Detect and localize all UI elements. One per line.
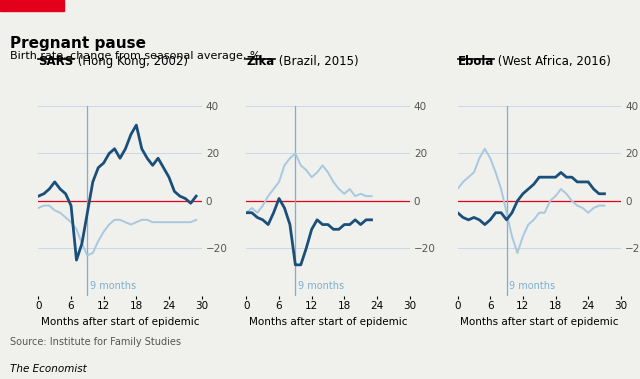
Text: Birth rate, change from seasonal average, %: Birth rate, change from seasonal average… — [10, 51, 260, 61]
Text: (Brazil, 2015): (Brazil, 2015) — [275, 55, 358, 68]
Text: Pregnant pause: Pregnant pause — [10, 36, 146, 51]
X-axis label: Months after start of epidemic: Months after start of epidemic — [460, 317, 618, 327]
Text: Zika: Zika — [246, 55, 275, 68]
Text: Source: Institute for Family Studies: Source: Institute for Family Studies — [10, 337, 180, 347]
Text: SARS: SARS — [38, 55, 74, 68]
Text: 9 months: 9 months — [509, 281, 555, 291]
Text: 9 months: 9 months — [90, 281, 136, 291]
Text: The Economist: The Economist — [10, 364, 86, 374]
Text: (Hong Kong, 2002): (Hong Kong, 2002) — [74, 55, 188, 68]
Text: 9 months: 9 months — [298, 281, 344, 291]
Text: (West Africa, 2016): (West Africa, 2016) — [494, 55, 611, 68]
X-axis label: Months after start of epidemic: Months after start of epidemic — [41, 317, 199, 327]
X-axis label: Months after start of epidemic: Months after start of epidemic — [249, 317, 407, 327]
Text: Ebola: Ebola — [458, 55, 494, 68]
